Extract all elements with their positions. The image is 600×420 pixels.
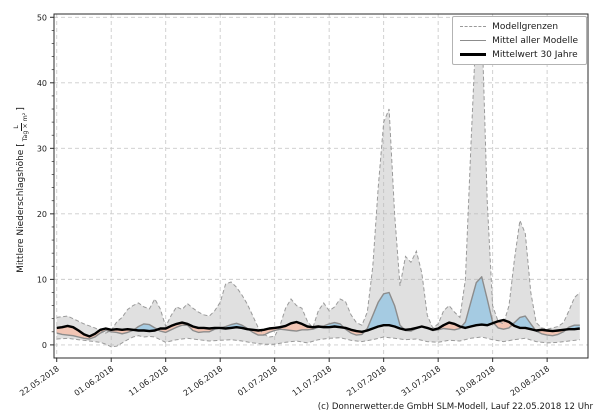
svg-text:50: 50 [37, 13, 47, 22]
legend-label: Mittelwert 30 Jahre [492, 49, 578, 60]
svg-text:21.07.2018: 21.07.2018 [345, 364, 388, 398]
svg-text:10.08.2018: 10.08.2018 [454, 364, 497, 398]
svg-text:20.08.2018: 20.08.2018 [509, 364, 552, 398]
y-axis-unit-fraction: L Tag × m² [13, 112, 29, 142]
x-axis-ticks: 22.05.2018 01.06.2018 11.06.2018 21.06.2018… [18, 358, 551, 398]
svg-text:10: 10 [37, 275, 47, 284]
svg-text:21.06.2018: 21.06.2018 [182, 364, 225, 398]
svg-text:30: 30 [37, 144, 47, 153]
legend-label: Mittel aller Modelle [492, 35, 578, 46]
legend-item-mittelwert-30-jahre: Mittelwert 30 Jahre [460, 49, 578, 60]
unit-numerator: L [13, 123, 22, 131]
svg-text:22.05.2018: 22.05.2018 [18, 364, 61, 398]
svg-text:31.07.2018: 31.07.2018 [400, 364, 443, 398]
dashed-line-icon [460, 26, 487, 27]
gray-line-icon [460, 40, 487, 41]
y-axis-label-suffix: ] [16, 107, 26, 111]
unit-denominator: Tag × m² [21, 112, 29, 142]
model-boundary-lines [56, 15, 581, 348]
svg-text:01.07.2018: 01.07.2018 [236, 364, 279, 398]
y-axis-label: Mittlere Niederschlagshöhe [L Tag × m²] [11, 92, 31, 288]
legend-item-mittel-aller-modelle: Mittel aller Modelle [460, 35, 578, 46]
svg-text:11.06.2018: 11.06.2018 [127, 364, 170, 398]
legend-item-modellgrenzen: Modellgrenzen [460, 21, 578, 32]
legend-label: Modellgrenzen [492, 21, 559, 32]
mean-lines [56, 276, 580, 340]
axes-frame [53, 13, 589, 359]
black-line-icon [460, 53, 487, 56]
copyright-caption: (c) Donnerwetter.de GmbH SLM-Modell, Lau… [317, 402, 593, 412]
y-axis-ticks: 0 10 20 30 40 50 [37, 13, 54, 350]
svg-text:01.06.2018: 01.06.2018 [73, 364, 116, 398]
y-axis-label-prefix: Mittlere Niederschlagshöhe [ [16, 143, 26, 273]
model-range-band [56, 17, 580, 347]
svg-text:11.07.2018: 11.07.2018 [291, 364, 334, 398]
gridlines [54, 14, 588, 358]
svg-text:0: 0 [42, 341, 47, 350]
svg-text:40: 40 [37, 79, 47, 88]
legend: Modellgrenzen Mittel aller Modelle Mitte… [452, 16, 587, 65]
svg-text:20: 20 [37, 210, 47, 219]
